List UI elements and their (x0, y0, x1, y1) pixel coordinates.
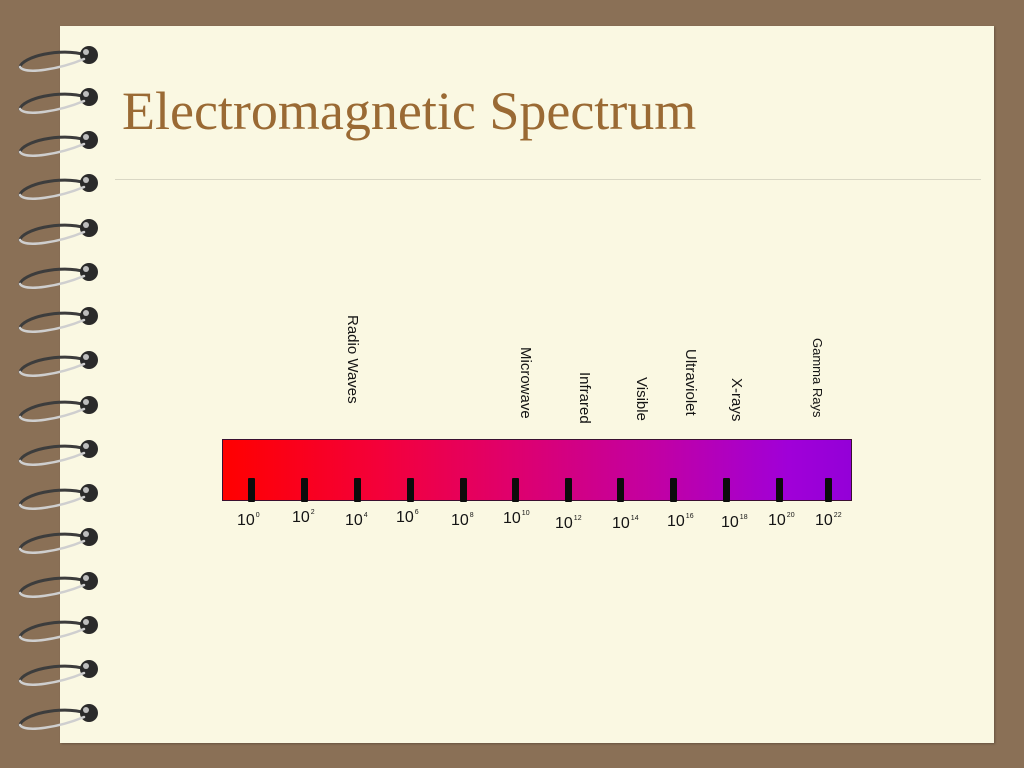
title-divider (115, 179, 981, 180)
binding-ring (18, 528, 98, 554)
scale-label: 106 (396, 509, 419, 526)
scale-label: 102 (292, 509, 315, 526)
scale-label: 1022 (815, 512, 842, 529)
binding-ring (18, 351, 98, 377)
scale-tick (248, 478, 255, 502)
band-label-visible: Visible (633, 377, 650, 421)
binding-ring (18, 396, 98, 422)
scale-label: 100 (237, 512, 260, 529)
binding-ring (18, 484, 98, 510)
spectrum-bar (222, 439, 852, 501)
scale-label: 1020 (768, 512, 795, 529)
scale-tick (565, 478, 572, 502)
scale-tick (460, 478, 467, 502)
binding-ring (18, 46, 98, 72)
scale-label: 104 (345, 512, 368, 529)
scale-label: 1018 (721, 514, 748, 531)
scale-tick (354, 478, 361, 502)
slide-title: Electromagnetic Spectrum (122, 81, 697, 141)
binding-ring (18, 219, 98, 245)
scale-tick (512, 478, 519, 502)
binding-ring (18, 88, 98, 114)
band-label-infrared: Infrared (576, 372, 593, 424)
scale-tick (617, 478, 624, 502)
spiral-binding (18, 46, 98, 730)
binding-ring (18, 131, 98, 157)
band-label-microwave: Microwave (517, 347, 534, 419)
scale-tick (776, 478, 783, 502)
band-label-radio-waves: Radio Waves (344, 315, 361, 404)
scale-tick (670, 478, 677, 502)
scale-tick (407, 478, 414, 502)
band-label-gamma-rays: Gamma Rays (810, 338, 825, 418)
binding-ring (18, 307, 98, 333)
notebook-page (60, 26, 994, 743)
binding-ring (18, 616, 98, 642)
binding-ring (18, 660, 98, 686)
binding-ring (18, 440, 98, 466)
binding-ring (18, 263, 98, 289)
scale-tick (301, 478, 308, 502)
band-label-ultraviolet: Ultraviolet (682, 349, 699, 416)
scale-label: 1016 (667, 513, 694, 530)
band-label-x-rays: X-rays (728, 378, 745, 422)
scale-label: 1010 (503, 510, 530, 527)
binding-ring (18, 174, 98, 200)
scale-label: 1014 (612, 515, 639, 532)
scale-label: 108 (451, 512, 474, 529)
scale-tick (825, 478, 832, 502)
binding-ring (18, 572, 98, 598)
scale-tick (723, 478, 730, 502)
binding-ring (18, 704, 98, 730)
scale-label: 1012 (555, 515, 582, 532)
